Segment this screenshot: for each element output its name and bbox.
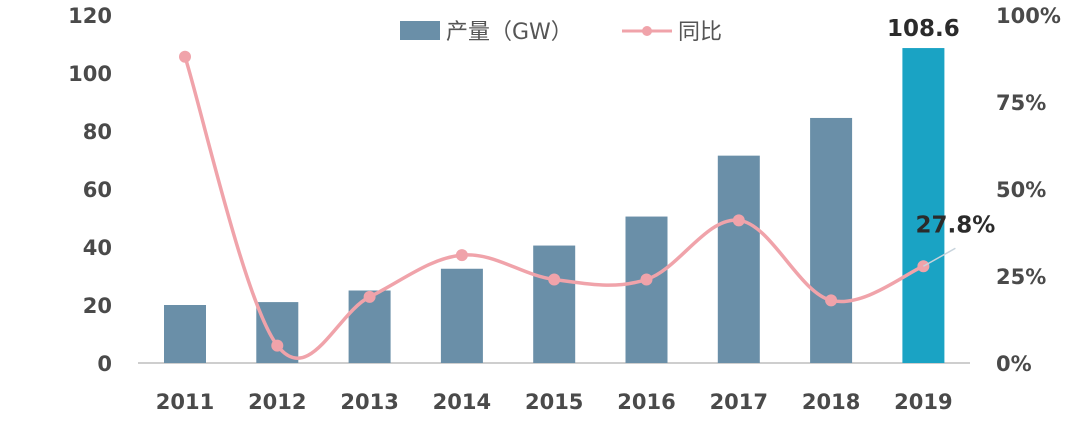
x-axis: 2011 2012 2013 2014 2015 2016 2017 2018 2019 (138, 362, 970, 414)
x-tick-label: 2017 (710, 390, 768, 414)
right-axis: 0% 25% 50% 75% 100% (996, 4, 1061, 376)
line-point (732, 214, 745, 227)
left-tick-label: 80 (83, 120, 112, 144)
legend-swatch-marker (642, 26, 652, 36)
x-tick-label: 2012 (248, 390, 306, 414)
right-tick-label: 25% (996, 265, 1046, 289)
bar-series (164, 48, 945, 364)
left-tick-label: 20 (83, 294, 112, 318)
left-tick-label: 60 (83, 178, 112, 202)
right-tick-label: 50% (996, 178, 1046, 202)
right-tick-label: 100% (996, 4, 1061, 28)
bar (256, 302, 299, 363)
bar-value-label: 108.6 (887, 16, 960, 42)
line-point (640, 273, 653, 286)
bar (625, 216, 668, 363)
bar (902, 48, 945, 364)
right-tick-label: 75% (996, 91, 1046, 115)
right-tick-label: 0% (996, 352, 1032, 376)
legend-swatch-bar (400, 21, 440, 40)
x-tick-label: 2016 (617, 390, 675, 414)
left-axis: 0 20 40 60 80 100 120 (68, 4, 112, 376)
left-tick-label: 40 (83, 236, 112, 260)
x-tick-label: 2014 (433, 390, 491, 414)
legend-label-line: 同比 (678, 20, 722, 45)
line-point (179, 50, 191, 63)
legend-label-bar: 产量（GW） (446, 20, 573, 45)
x-tick-label: 2019 (894, 390, 952, 414)
bar (164, 305, 206, 363)
line-point (548, 273, 561, 286)
line-point (271, 339, 284, 352)
x-tick-label: 2011 (156, 390, 214, 414)
bar (810, 117, 853, 363)
bar (717, 155, 760, 363)
line-series (179, 50, 930, 360)
left-tick-label: 120 (68, 4, 112, 28)
line-point (363, 290, 376, 303)
line-point (455, 249, 468, 262)
x-tick-label: 2018 (802, 390, 860, 414)
bar (440, 268, 483, 363)
callout-leader-line (923, 247, 956, 267)
x-tick-label: 2013 (340, 390, 398, 414)
x-tick-label: 2015 (525, 390, 583, 414)
line-point (825, 294, 838, 307)
left-tick-label: 100 (68, 62, 112, 86)
left-tick-label: 0 (97, 352, 112, 376)
legend: 产量（GW） 同比 (400, 20, 722, 45)
line-value-label: 27.8% (916, 212, 996, 238)
bar (533, 245, 576, 363)
annotations: 108.6 27.8% (887, 16, 996, 267)
